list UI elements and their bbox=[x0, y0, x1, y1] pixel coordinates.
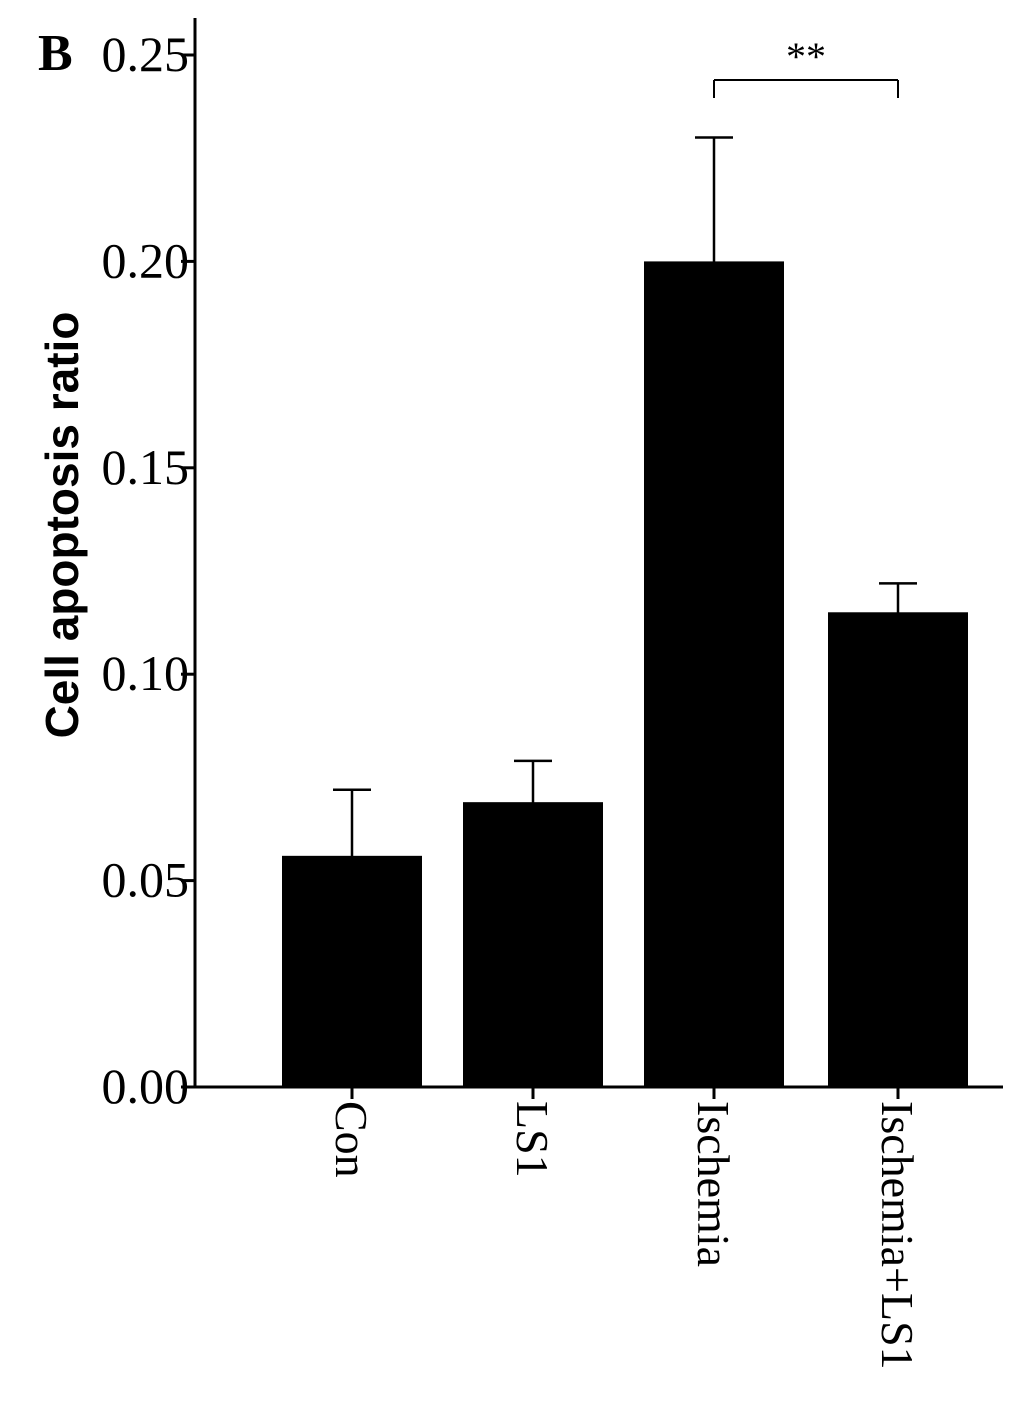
y-tick-label: 0.25 bbox=[102, 26, 190, 82]
x-tick-label: Con bbox=[326, 1101, 377, 1178]
x-tick-label: LS1 bbox=[507, 1101, 558, 1178]
bar bbox=[463, 802, 603, 1087]
y-tick-label: 0.15 bbox=[102, 439, 190, 495]
bar bbox=[828, 612, 968, 1087]
y-tick-label: 0.00 bbox=[102, 1058, 190, 1114]
axis-labels: 0.00 0.05 0.10 0.15 0.20 0.25 Cell apoptosis r… bbox=[36, 26, 923, 1370]
y-axis-label: Cell apoptosis ratio bbox=[36, 312, 88, 739]
y-tick-label: 0.10 bbox=[102, 645, 190, 701]
y-tick-label: 0.20 bbox=[102, 232, 190, 288]
y-tick-label: 0.05 bbox=[102, 852, 190, 908]
bars bbox=[282, 79, 968, 1087]
panel-label: B bbox=[38, 25, 73, 82]
significance-label: ** bbox=[786, 34, 826, 79]
x-tick-label: Ischemia bbox=[688, 1101, 739, 1267]
bar bbox=[644, 261, 784, 1087]
x-tick-label: Ischemia+LS1 bbox=[872, 1101, 923, 1370]
